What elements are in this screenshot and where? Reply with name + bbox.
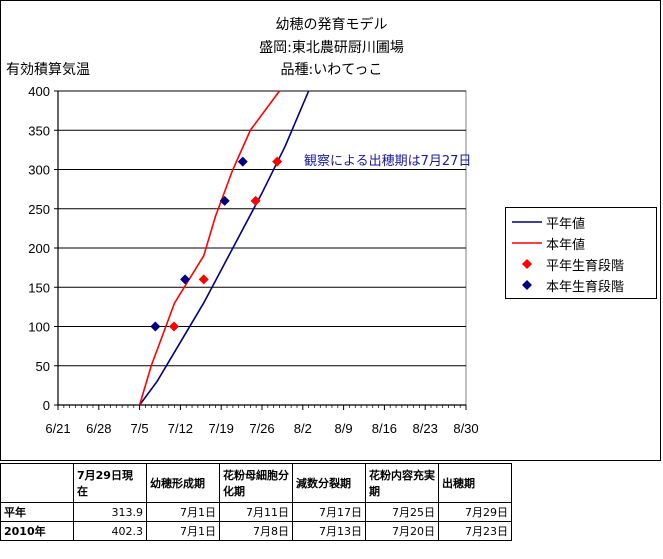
series-marker-本年生育段階 [237, 156, 248, 167]
x-tick-label: 7/5 [131, 421, 149, 436]
table-header-cell: 花粉内容充実期 [365, 463, 439, 503]
x-tick-label: 8/2 [294, 421, 312, 436]
table-cell: 平年 [0, 502, 74, 522]
series-marker-本年生育段階 [219, 195, 230, 206]
table-cell: 7月17日 [292, 502, 366, 522]
y-tick-label: 50 [36, 359, 50, 374]
table-cell: 402.3 [73, 521, 147, 541]
table-row: 2010年 402.3 7月1日 7月8日 7月13日 7月20日 7月23日 [0, 521, 512, 541]
x-tick-label: 8/9 [335, 421, 353, 436]
legend-item-heinen-stage: 平年生育段階 [506, 254, 656, 274]
x-tick-label: 7/19 [209, 421, 234, 436]
legend-label: 本年値 [546, 238, 586, 253]
data-table: 7月29日現在 幼穂形成期 花粉母細胞分化期 減数分裂期 花粉内容充実期 出穂期… [0, 463, 512, 541]
legend-item-heinen-line: 平年値 [506, 212, 656, 232]
series-marker-本年生育段階 [180, 274, 191, 285]
y-tick-label: 300 [28, 163, 50, 178]
table-cell: 7月1日 [146, 502, 220, 522]
x-tick-label: 8/23 [413, 421, 438, 436]
chart-legend: 平年値 本年値 平年生育段階 本年生育段階 [505, 207, 657, 299]
table-cell: 7月23日 [438, 521, 512, 541]
table-header-cell: 花粉母細胞分化期 [219, 463, 293, 503]
y-tick-label: 0 [43, 398, 50, 413]
table-row: 平年 313.9 7月1日 7月11日 7月17日 7月25日 7月29日 [0, 502, 512, 522]
y-tick-label: 350 [28, 123, 50, 138]
y-tick-label: 200 [28, 241, 50, 256]
y-tick-label: 400 [28, 84, 50, 99]
x-tick-label: 8/16 [372, 421, 397, 436]
series-marker-平年生育段階 [198, 274, 209, 285]
series-marker-本年生育段階 [150, 321, 161, 332]
y-tick-label: 100 [28, 320, 50, 335]
legend-item-honnen-line: 本年値 [506, 233, 656, 253]
x-tick-label: 8/30 [453, 421, 478, 436]
table-header-row: 7月29日現在 幼穂形成期 花粉母細胞分化期 減数分裂期 花粉内容充実期 出穂期 [0, 463, 512, 503]
chart-title-line-1: 幼穂の発育モデル [275, 17, 388, 33]
legend-item-honnen-stage: 本年生育段階 [506, 275, 656, 295]
y-axis-label: 有効積算気温 [6, 62, 90, 78]
series-marker-平年生育段階 [168, 321, 179, 332]
series-line-平年値 [138, 90, 310, 406]
table-header-cell: 幼穂形成期 [146, 463, 220, 503]
table-cell: 313.9 [73, 502, 147, 522]
legend-label: 平年値 [546, 217, 586, 232]
chart-title-line-3: 品種:いわてっこ [280, 62, 383, 78]
table-cell: 7月1日 [146, 521, 220, 541]
x-tick-label: 7/26 [249, 421, 274, 436]
x-tick-label: 6/28 [86, 421, 111, 436]
series-marker-平年生育段階 [250, 195, 261, 206]
y-tick-label: 150 [28, 280, 50, 295]
table-cell: 7月20日 [365, 521, 439, 541]
table-cell: 7月25日 [365, 502, 439, 522]
chart-frame [0, 0, 661, 461]
table-cell: 7月29日 [438, 502, 512, 522]
table-cell: 7月11日 [219, 502, 293, 522]
series-line-本年値 [138, 90, 281, 406]
x-tick-label: 7/12 [168, 421, 193, 436]
table-header-cell: 出穂期 [438, 463, 512, 503]
y-tick-label: 250 [28, 202, 50, 217]
series-marker-平年生育段階 [272, 156, 283, 167]
annotation-text: 観察による出穂期は7月27日 [304, 154, 472, 169]
chart-plot: 0 50 100 150 200 250 300 350 400 6/21 6/28 7/5 7/12 7… [28, 84, 478, 436]
table-cell: 7月8日 [219, 521, 293, 541]
table-cell: 2010年 [0, 521, 74, 541]
legend-label: 平年生育段階 [546, 259, 625, 274]
legend-label: 本年生育段階 [546, 280, 625, 295]
table-header-cell: 減数分裂期 [292, 463, 366, 503]
chart-title-line-2: 盛岡:東北農研厨川圃場 [259, 40, 404, 56]
table-cell: 7月13日 [292, 521, 366, 541]
table-header-cell [0, 463, 74, 503]
table-header-cell: 7月29日現在 [73, 463, 147, 503]
x-tick-label: 6/21 [45, 421, 70, 436]
